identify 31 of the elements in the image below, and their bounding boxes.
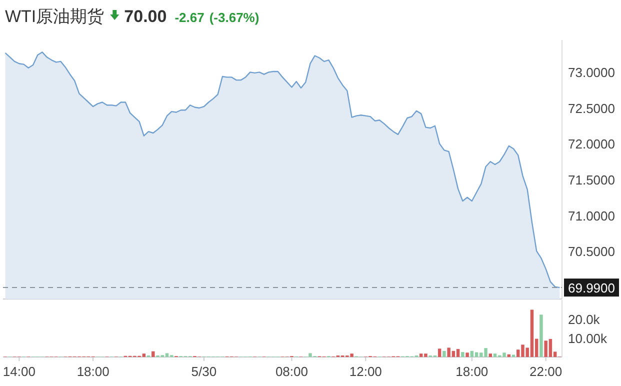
- x-tick-label: 5/30: [191, 364, 217, 379]
- x-tick-label: 08:00: [275, 364, 308, 379]
- text: (-3.67%): [209, 10, 260, 25]
- bar: [493, 354, 497, 357]
- bar: [165, 353, 169, 357]
- bar: [466, 352, 469, 357]
- y-tick-label: 72.5000: [568, 100, 615, 116]
- bar: [438, 348, 442, 357]
- y-tick-label: 72.0000: [568, 136, 615, 152]
- bar: [456, 349, 460, 357]
- text: 70.00: [124, 7, 167, 26]
- x-tick-label: 18:00: [76, 364, 110, 379]
- x-tick-label: 12:00: [349, 364, 382, 379]
- bar: [442, 350, 446, 357]
- y-tick-label: 70.5000: [568, 244, 615, 260]
- bar: [461, 352, 464, 357]
- x-tick-label: 14:00: [2, 364, 36, 379]
- y-tick-label: 73.0000: [568, 65, 615, 80]
- y-tick-label: 71.0000: [568, 208, 615, 224]
- x-tick-label: 22:00: [530, 364, 562, 379]
- ref-line-label: 69.9900: [568, 280, 615, 296]
- y-tick-label: 71.5000: [568, 172, 615, 188]
- bar: [470, 350, 474, 357]
- x-tick-label: 18:00: [456, 364, 488, 379]
- bar: [152, 351, 155, 357]
- text: -2.67: [174, 10, 204, 25]
- y-tick-label: 10.00k: [568, 331, 608, 346]
- bar: [488, 354, 492, 357]
- bar: [540, 314, 543, 357]
- y-tick-label: 20.0k: [568, 312, 600, 327]
- chart-title: WTI原油期货: [5, 7, 104, 26]
